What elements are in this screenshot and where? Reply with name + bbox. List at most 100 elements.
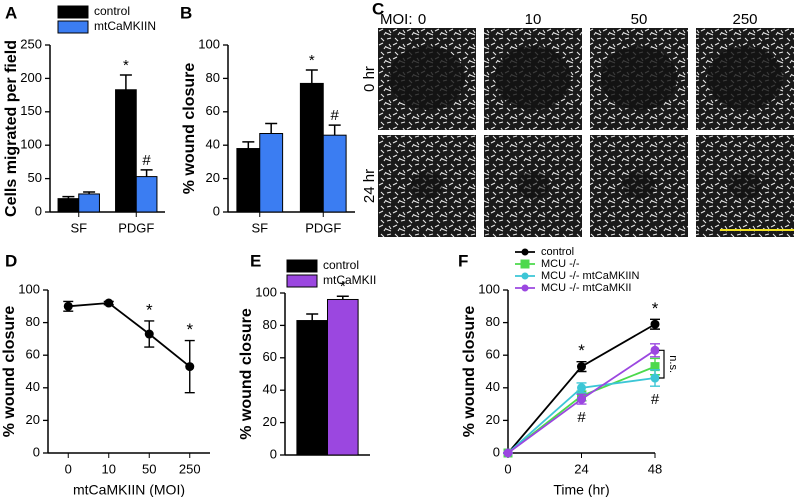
point (650, 362, 660, 372)
x-tick-label: 10 (102, 461, 116, 476)
legend-swatch (286, 274, 318, 288)
point (104, 298, 114, 308)
legend-label: mtCaMKIIN (94, 19, 156, 33)
significance-mark: # (142, 152, 151, 169)
point (144, 329, 154, 339)
y-tick-label: 100 (255, 284, 277, 299)
significance-mark: * (578, 341, 585, 360)
bar (259, 133, 284, 213)
y-tick-label: 100 (20, 137, 42, 152)
significance-mark: * (123, 57, 129, 74)
y-tick-label: 80 (486, 314, 500, 329)
error-bar (305, 69, 318, 84)
bracket-label: n.s. (667, 355, 679, 373)
wound-area (517, 171, 549, 199)
bar (78, 193, 100, 213)
error-bar (119, 74, 132, 90)
x-tick-label: 48 (648, 461, 662, 476)
x-tick-label: 0 (504, 461, 511, 476)
x-tick-label: PDGF (305, 220, 341, 235)
legend-swatch (57, 5, 89, 19)
y-tick-label: 80 (206, 70, 220, 85)
y-tick-label: 40 (486, 379, 500, 394)
y-axis-label: % wound closure (181, 63, 198, 195)
x-tick-label: 24 (574, 461, 588, 476)
y-tick-label: 100 (478, 281, 500, 296)
y-tick-label: 100 (198, 36, 220, 51)
point (63, 301, 73, 311)
panel-label: F (458, 251, 468, 270)
y-tick-label: 40 (26, 379, 40, 394)
legend-marker (521, 272, 529, 280)
column-label: 50 (631, 11, 648, 28)
point (577, 383, 586, 393)
error-bar (140, 169, 153, 177)
y-tick-label: 0 (270, 446, 277, 461)
significance-mark: * (652, 299, 659, 318)
y-tick-label: 20 (486, 412, 500, 427)
bar (322, 134, 347, 213)
row-label: 0 hr (361, 66, 378, 92)
y-tick-label: 40 (263, 382, 277, 397)
point (650, 319, 660, 329)
bracket (659, 349, 665, 379)
y-tick-label: 100 (18, 281, 40, 296)
y-tick-label: 20 (263, 414, 277, 429)
x-axis-label: mtCaMKIIN (MOI) (73, 482, 185, 497)
error-bar (62, 195, 75, 199)
y-tick-label: 20 (206, 170, 220, 185)
bar (135, 176, 158, 213)
y-tick-label: 40 (206, 137, 220, 152)
moi-label: MOI: (380, 11, 413, 28)
x-tick-label: 0 (65, 461, 72, 476)
legend-label: control (323, 258, 359, 272)
y-tick-label: 0 (213, 203, 220, 218)
x-tick-label: SF (70, 220, 87, 235)
wound-area (707, 46, 783, 110)
panel-label: E (250, 251, 261, 270)
y-tick-label: 60 (486, 347, 500, 362)
y-tick-label: 50 (28, 170, 42, 185)
bar (296, 320, 328, 456)
panel-label: C (372, 0, 384, 18)
legend-label: MCU -/- mtCaMKIIN (541, 270, 639, 282)
panel-label: A (5, 3, 17, 22)
x-tick-label: 250 (179, 461, 201, 476)
legend-swatch (57, 20, 89, 34)
y-axis-label: % wound closure (461, 306, 478, 438)
wound-area (623, 171, 655, 199)
point (650, 373, 660, 383)
x-axis-label: Time (hr) (553, 482, 609, 497)
x-tick-label: PDGF (118, 220, 154, 235)
significance-mark: # (331, 107, 340, 124)
significance-mark: * (340, 278, 346, 295)
bar (327, 298, 359, 456)
y-axis-label: Cells migrated per field (3, 40, 20, 217)
significance-mark: * (186, 320, 193, 339)
error-bar (242, 141, 255, 149)
legend-label: control (94, 4, 130, 18)
column-label: 250 (732, 11, 757, 28)
legend-marker (521, 248, 529, 256)
point (577, 362, 586, 372)
legend-label: MCU -/- mtCaMKII (541, 282, 631, 294)
panel-label: B (180, 3, 192, 22)
column-label: 10 (525, 11, 542, 28)
y-tick-label: 60 (206, 103, 220, 118)
significance-mark: * (146, 300, 153, 319)
bar (299, 82, 324, 213)
point (650, 345, 660, 355)
error-bar (306, 313, 319, 321)
y-tick-label: 20 (26, 412, 40, 427)
y-tick-label: 150 (20, 103, 42, 118)
legend-marker (521, 284, 529, 292)
legend-label: control (541, 246, 574, 258)
error-bar (336, 295, 349, 300)
y-tick-label: 80 (26, 314, 40, 329)
y-tick-label: 0 (493, 444, 500, 459)
row-label: 24 hr (361, 169, 378, 203)
y-tick-label: 80 (263, 317, 277, 332)
x-tick-label: 50 (142, 461, 156, 476)
wound-area (411, 171, 443, 199)
legend-swatch (286, 259, 318, 273)
